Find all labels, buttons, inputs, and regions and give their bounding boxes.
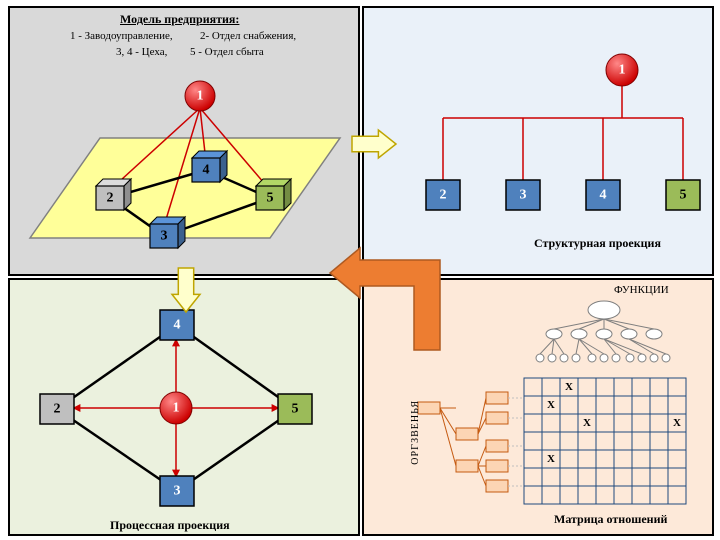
svg-text:5: 5 — [292, 402, 299, 417]
svg-text:4: 4 — [600, 188, 607, 203]
caption-matrix: Матрица отношений — [554, 512, 667, 527]
svg-text:1: 1 — [173, 401, 180, 416]
legend-2a: 3, 4 - Цеха, — [116, 46, 167, 58]
svg-text:5: 5 — [680, 188, 687, 203]
svg-text:4: 4 — [174, 318, 181, 333]
svg-text:1: 1 — [197, 89, 204, 104]
svg-text:1: 1 — [619, 63, 626, 78]
caption-process: Процессная проекция — [110, 518, 230, 533]
legend-1b: 2- Отдел снабжения, — [200, 30, 296, 42]
svg-text:X: X — [547, 453, 555, 465]
svg-text:3: 3 — [161, 229, 168, 244]
legend-2b: 5 - Отдел сбыта — [190, 46, 264, 58]
svg-text:2: 2 — [107, 191, 114, 206]
title-model: Модель предприятия: — [120, 12, 239, 27]
label-orglinks: ОРГЗВЕНЬЯ — [410, 400, 421, 465]
panel-process: 2 3 4 5 1 Процессная проекция — [8, 278, 360, 536]
svg-text:X: X — [673, 417, 681, 429]
svg-model: 2 3 4 5 1 — [10, 8, 362, 278]
svg-text:2: 2 — [54, 402, 61, 417]
legend-1a: 1 - Заводоуправление, — [70, 30, 173, 42]
svg-text:3: 3 — [174, 484, 181, 499]
panel-matrix: XXXXX ФУНКЦИИ ОРГЗВЕНЬЯ Матрица отношени… — [362, 278, 714, 536]
svg-text:5: 5 — [267, 191, 274, 206]
svg-text:X: X — [565, 381, 573, 393]
svg-text:X: X — [547, 399, 555, 411]
svg-text:2: 2 — [440, 188, 447, 203]
panel-structure: 1 2 3 4 5 Структурная проекция — [362, 6, 714, 276]
svg-text:3: 3 — [520, 188, 527, 203]
label-functions: ФУНКЦИИ — [614, 284, 669, 296]
svg-process: 2 3 4 5 1 — [10, 280, 362, 538]
caption-structure: Структурная проекция — [534, 236, 661, 251]
svg-text:4: 4 — [203, 163, 210, 178]
svg-text:X: X — [583, 417, 591, 429]
panel-model: 2 3 4 5 1 Модель предприятия: 1 - Заводоупра… — [8, 6, 360, 276]
